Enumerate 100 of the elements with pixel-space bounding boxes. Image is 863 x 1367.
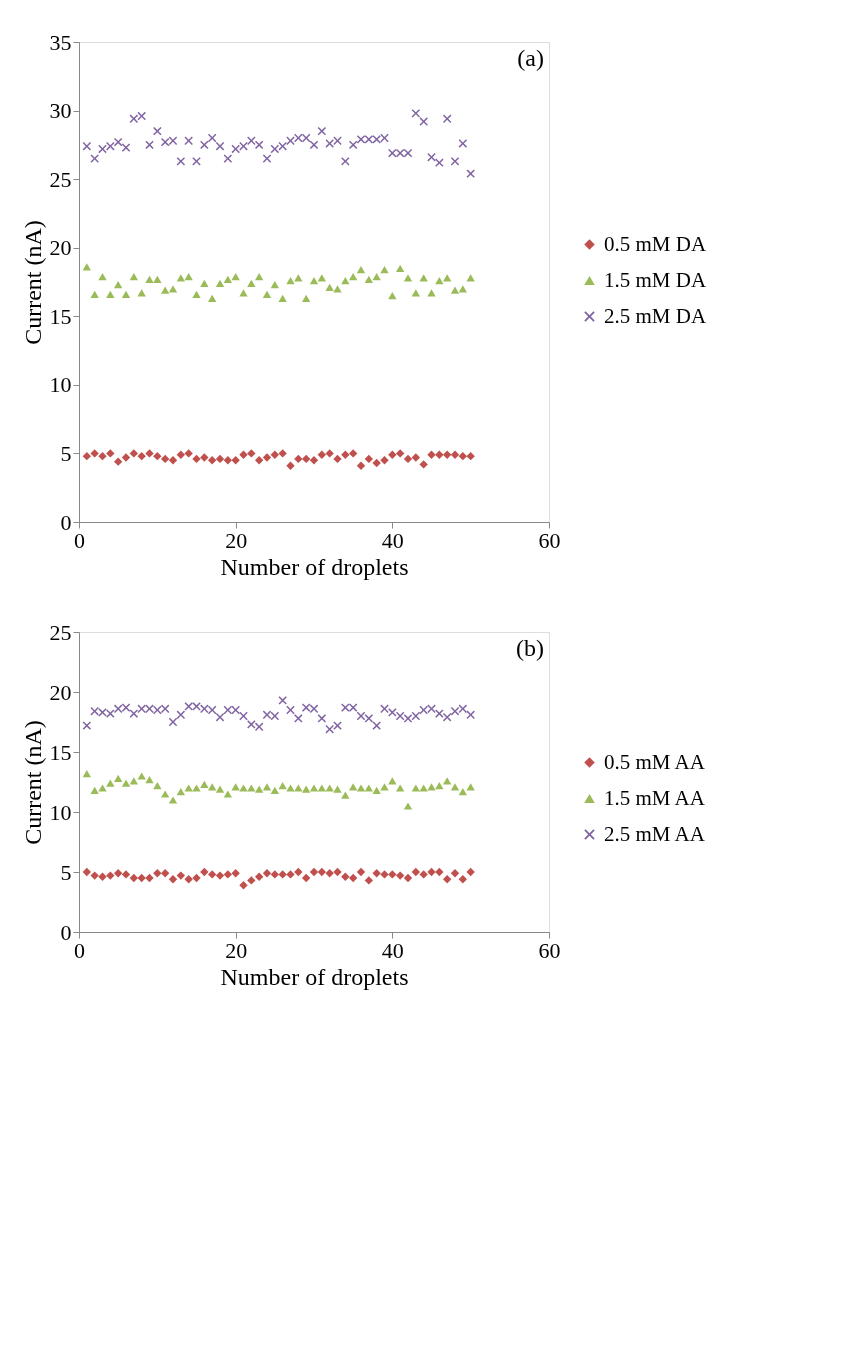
point bbox=[90, 871, 99, 880]
point bbox=[176, 871, 186, 880]
point bbox=[106, 779, 115, 787]
point bbox=[278, 294, 287, 303]
point bbox=[254, 456, 264, 465]
point bbox=[98, 872, 107, 881]
point bbox=[435, 277, 444, 285]
point bbox=[466, 274, 475, 282]
point bbox=[458, 139, 468, 148]
point bbox=[231, 456, 240, 465]
point bbox=[395, 784, 405, 792]
y-tick-label: 20 bbox=[49, 679, 72, 705]
point bbox=[435, 158, 444, 167]
point bbox=[207, 705, 217, 715]
point bbox=[450, 783, 460, 791]
point bbox=[168, 456, 178, 465]
y-tick-label: 20 bbox=[49, 235, 72, 261]
point bbox=[278, 870, 287, 879]
point bbox=[372, 272, 381, 281]
point bbox=[262, 290, 272, 298]
point bbox=[395, 449, 405, 458]
point bbox=[121, 143, 131, 152]
point bbox=[309, 140, 319, 150]
x-tick-label: 60 bbox=[538, 527, 561, 553]
point bbox=[176, 450, 186, 459]
point bbox=[254, 785, 264, 793]
point bbox=[341, 157, 350, 166]
point bbox=[231, 272, 240, 281]
point bbox=[278, 449, 287, 458]
point bbox=[364, 454, 374, 464]
chart-title: (a) bbox=[517, 45, 544, 71]
point bbox=[356, 784, 366, 792]
point bbox=[380, 870, 389, 879]
point bbox=[278, 696, 287, 705]
point bbox=[200, 453, 209, 462]
point bbox=[301, 454, 311, 464]
point bbox=[380, 133, 389, 143]
point bbox=[192, 454, 201, 464]
point bbox=[106, 871, 115, 880]
point bbox=[192, 873, 201, 883]
point bbox=[137, 451, 146, 461]
point bbox=[356, 461, 366, 470]
point bbox=[356, 711, 366, 721]
point bbox=[106, 142, 115, 151]
point bbox=[98, 144, 107, 154]
point bbox=[153, 451, 162, 461]
y-tick-label: 15 bbox=[49, 303, 72, 329]
point bbox=[294, 133, 303, 143]
point bbox=[388, 870, 397, 879]
point bbox=[317, 450, 327, 459]
point bbox=[325, 139, 334, 148]
point bbox=[341, 703, 350, 712]
point bbox=[247, 449, 256, 458]
point bbox=[247, 720, 256, 729]
point bbox=[239, 142, 248, 151]
point bbox=[215, 713, 225, 722]
point bbox=[309, 704, 319, 713]
point bbox=[200, 140, 209, 150]
point bbox=[380, 266, 389, 274]
point bbox=[411, 453, 421, 462]
point bbox=[395, 264, 405, 272]
x-tick-label: 20 bbox=[225, 937, 248, 963]
point bbox=[294, 867, 303, 877]
point bbox=[168, 796, 178, 804]
point bbox=[466, 451, 475, 461]
point bbox=[325, 283, 334, 292]
point bbox=[341, 277, 350, 285]
point bbox=[184, 272, 193, 281]
point bbox=[239, 881, 248, 890]
point bbox=[403, 802, 413, 810]
point bbox=[442, 713, 452, 722]
point bbox=[270, 450, 280, 459]
point bbox=[286, 136, 295, 145]
point bbox=[121, 703, 131, 712]
point bbox=[427, 704, 436, 713]
legend-label: 0.5 mM AA bbox=[604, 749, 706, 774]
x-axis-title: Number of droplets bbox=[220, 963, 409, 990]
point bbox=[121, 870, 131, 879]
point bbox=[356, 135, 366, 144]
point bbox=[348, 449, 358, 458]
point bbox=[168, 717, 178, 727]
point bbox=[90, 707, 99, 716]
point bbox=[317, 126, 327, 136]
point bbox=[247, 784, 256, 792]
point bbox=[160, 704, 170, 713]
point bbox=[450, 157, 460, 166]
point bbox=[254, 722, 264, 731]
point bbox=[247, 136, 256, 145]
point bbox=[223, 154, 233, 163]
point bbox=[137, 873, 146, 883]
x-tick-label: 40 bbox=[381, 937, 404, 963]
point bbox=[247, 279, 256, 287]
point bbox=[106, 449, 115, 458]
point bbox=[215, 279, 225, 287]
point bbox=[215, 142, 225, 151]
point bbox=[286, 705, 295, 715]
point bbox=[309, 867, 319, 877]
point bbox=[98, 272, 107, 281]
y-tick-label: 0 bbox=[60, 919, 72, 945]
legend-label: 1.5 mM AA bbox=[604, 785, 706, 810]
